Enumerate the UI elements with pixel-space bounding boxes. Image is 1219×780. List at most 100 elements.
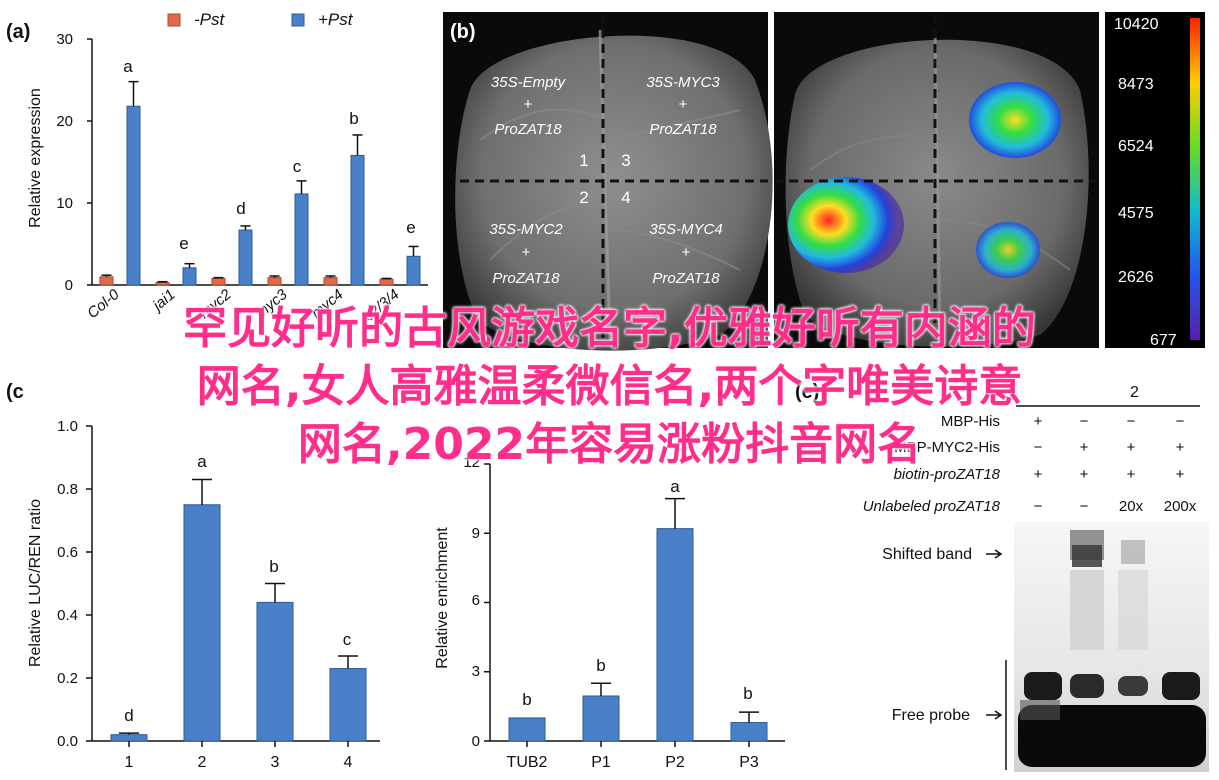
x-label-c: 2	[198, 754, 207, 771]
cell: −	[1176, 413, 1185, 430]
cell: −	[1080, 413, 1089, 430]
y-axis-label-d: Relative enrichment	[434, 527, 451, 669]
panel-a-label: (a)	[6, 21, 30, 43]
bar-d	[582, 695, 620, 742]
bar-c	[183, 504, 221, 742]
scale-label: 8473	[1118, 76, 1154, 93]
y-tick-c: 0.8	[57, 481, 78, 498]
quadrant-labels: 35S-Empty + ProZAT18 35S-MYC3 + ProZAT18…	[489, 74, 722, 287]
legend-swatch-plus	[291, 13, 305, 27]
y-tick-d: 12	[463, 454, 480, 471]
plot-area-c	[86, 425, 380, 747]
quadrant-1-plus: +	[524, 96, 533, 113]
y-tick-d: 3	[472, 663, 480, 680]
y-tick-a: 0	[65, 277, 73, 294]
cell: −	[1034, 498, 1043, 515]
scale-label: 6524	[1118, 138, 1154, 155]
quadrant-2-plus: +	[522, 244, 531, 261]
luminescence-spot	[969, 82, 1061, 158]
cell: +	[1034, 466, 1043, 483]
banner-line: 罕见好听的古风游戏名字,优雅好听有内涵的	[183, 303, 1036, 354]
gel-conditions: MBP-His MBP-MYC2-His biotin-proZAT18 Unl…	[863, 413, 1197, 515]
x-label-c: 3	[271, 754, 280, 771]
panel-e-label: (e)	[795, 381, 819, 403]
legend-label-plus: +Pst	[318, 10, 354, 29]
sig-letter-c: c	[343, 630, 352, 649]
y-tick-c: 0.6	[57, 544, 78, 561]
color-scale-bar	[1190, 18, 1200, 340]
cell: 200x	[1164, 498, 1197, 515]
x-label-c: 4	[344, 754, 353, 771]
quadrant-4-plus: +	[682, 244, 691, 261]
y-tick-c: 1.0	[57, 418, 78, 435]
scale-label: 2626	[1118, 269, 1154, 286]
sig-letter-a: e	[406, 218, 415, 237]
quadrant-numbers: 1 2 3 4	[579, 151, 630, 207]
panel-d: Relative enrichment 0 3 6 9 12 b b a b T…	[434, 454, 785, 771]
color-scale: 10420 8473 6524 4575 2626 677	[1105, 12, 1205, 349]
y-tick-d: 9	[472, 525, 480, 542]
y-tick-a: 30	[56, 31, 73, 48]
banner-line: 网名,女人高雅温柔微信名,两个字唯美诗意	[196, 361, 1023, 412]
shifted-band-arrow	[986, 549, 1003, 559]
row-label: biotin-proZAT18	[894, 466, 1001, 483]
quadrant-3-plus: +	[679, 96, 688, 113]
quadrant-3-line1: 35S-MYC3	[646, 74, 720, 91]
y-tick-a: 20	[56, 113, 73, 130]
y-ticks-a: 0 10 20 30	[56, 31, 73, 294]
y-tick-a: 10	[56, 195, 73, 212]
band-annotations: Shifted band Free probe	[882, 546, 1007, 770]
leaf-image-right	[774, 12, 1099, 348]
plot-area-d	[484, 463, 785, 747]
cell: +	[1080, 439, 1089, 456]
luminescence-spot	[976, 222, 1040, 278]
gel-image	[1014, 522, 1209, 772]
y-ticks-d: 0 3 6 9 12	[463, 454, 480, 750]
sig-letter-c: b	[269, 557, 278, 576]
y-ticks-c: 0.0 0.2 0.4 0.6 0.8 1.0	[57, 418, 78, 750]
quadrant-number: 1	[579, 151, 588, 170]
quadrant-number: 2	[579, 188, 588, 207]
quadrant-2-line2: ProZAT18	[492, 270, 560, 287]
letters-a: a e d c b e	[123, 57, 415, 253]
quadrant-1-line1: 35S-Empty	[491, 74, 567, 91]
x-label-d: P2	[665, 754, 685, 771]
scale-label: 4575	[1118, 205, 1154, 222]
luminescence-spot	[788, 177, 904, 273]
sig-letter-d: b	[522, 690, 531, 709]
cell: +	[1034, 413, 1043, 430]
cell: +	[1127, 439, 1136, 456]
y-tick-d: 6	[472, 592, 480, 609]
x-label-c: 1	[125, 754, 134, 771]
sig-letter-c: a	[197, 452, 207, 471]
y-tick-c: 0.4	[57, 607, 78, 624]
scale-label: 677	[1150, 332, 1177, 349]
cell: +	[1080, 466, 1089, 483]
plot-area-a	[87, 38, 428, 286]
quadrant-4-line1: 35S-MYC4	[649, 221, 722, 238]
cell: +	[1176, 466, 1185, 483]
cell: +	[1127, 466, 1136, 483]
y-tick-c: 0.2	[57, 670, 78, 687]
panel-c: (c Relative LUC/REN ratio 0.0 0.2 0.4 0.…	[6, 381, 380, 771]
legend-swatch-minus	[167, 13, 181, 27]
panel-b-label: (b)	[450, 21, 476, 43]
sig-letter-d: b	[596, 656, 605, 675]
y-axis-label-a: Relative expression	[27, 88, 44, 228]
panel-a: (a) -Pst +Pst Relative expression 0 10 2…	[6, 10, 428, 320]
bar-c	[256, 601, 294, 742]
letters-d: b b a b	[522, 477, 752, 709]
quadrant-1-line2: ProZAT18	[494, 121, 562, 138]
sig-letter-a: e	[179, 234, 188, 253]
y-tick-d: 0	[472, 733, 480, 750]
leaf-image-left	[443, 12, 773, 351]
sig-letter-c: d	[124, 706, 133, 725]
banner-line: 网名,2022年容易涨粉抖音网名	[297, 419, 922, 470]
x-labels-d: TUB2 P1 P2 P3	[507, 754, 759, 771]
quadrant-2-line1: 35S-MYC2	[489, 221, 563, 238]
y-tick-c: 0.0	[57, 733, 78, 750]
x-label-d: TUB2	[507, 754, 548, 771]
cell: −	[1127, 413, 1136, 430]
sig-letter-d: a	[670, 477, 680, 496]
